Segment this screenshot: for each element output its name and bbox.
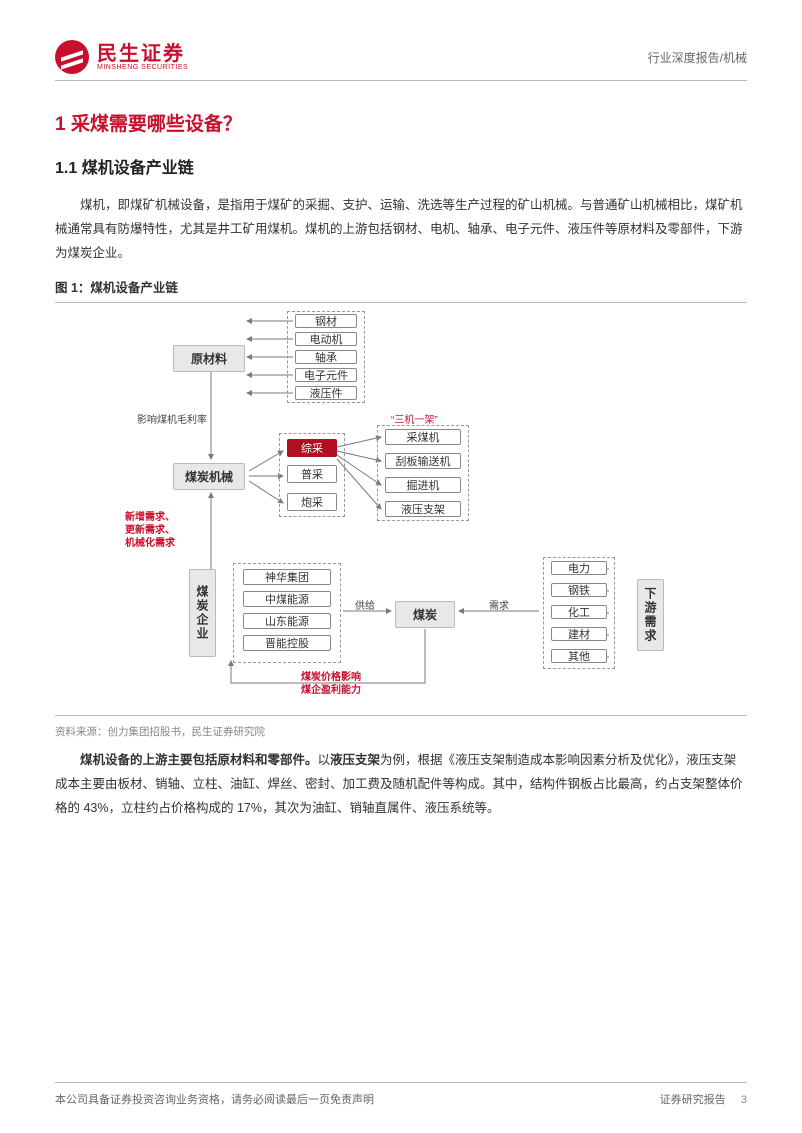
heading-2: 1.1 煤机设备产业链 (55, 154, 747, 178)
ann-price: 煤炭价格影响 煤企盈利能力 (301, 671, 361, 697)
brand-name-cn: 民生证券 (97, 44, 188, 64)
stage-mach: 煤炭机械 (173, 463, 245, 490)
logo-icon (55, 40, 89, 74)
stage-coal: 煤炭 (395, 601, 455, 628)
brand-name-en: MINSHENG SECURITIES (97, 64, 188, 71)
ann-demand-label: 需求 (489, 597, 509, 612)
page-header: 民生证券 MINSHENG SECURITIES 行业深度报告/机械 (55, 40, 747, 74)
heading-1: 1 采煤需要哪些设备？ (55, 109, 747, 136)
zongcai-item: 掘进机 (385, 477, 461, 493)
footer-rule (55, 1082, 747, 1083)
footer-right-label: 证券研究报告 (660, 1094, 726, 1106)
mach-type-zongcai: 综采 (287, 439, 337, 457)
stage-coal-co: 煤炭企业 (189, 569, 216, 657)
down-item: 电力 (551, 561, 607, 575)
paragraph-1: 煤机，即煤矿机械设备，是指用于煤矿的采掘、支护、运输、洗选等生产过程的矿山机械。… (55, 194, 747, 265)
page-number: 3 (741, 1094, 747, 1106)
mach-type-paocai: 炮采 (287, 493, 337, 511)
figure-diagram: 原材料 钢材 电动机 轴承 电子元件 液压件 影响煤机毛利率 煤炭机械 综采 普… (81, 311, 721, 711)
raw-item: 轴承 (295, 350, 357, 364)
brand-logo: 民生证券 MINSHENG SECURITIES (55, 40, 188, 74)
footer-disclaimer: 本公司具备证券投资咨询业务资格，请务必阅读最后一页免责声明 (55, 1091, 374, 1107)
down-item: 钢铁 (551, 583, 607, 597)
zongcai-item: 刮板输送机 (385, 453, 461, 469)
coal-co-item: 晋能控股 (243, 635, 331, 651)
page-footer: 本公司具备证券投资咨询业务资格，请务必阅读最后一页免责声明 证券研究报告 3 (0, 1082, 802, 1107)
down-item: 其他 (551, 649, 607, 663)
raw-item: 电子元件 (295, 368, 357, 382)
paragraph-2: 煤机设备的上游主要包括原材料和零部件。以液压支架为例，根据《液压支架制造成本影响… (55, 749, 747, 820)
figure-title: 图 1：煤机设备产业链 (55, 277, 747, 296)
down-item: 化工 (551, 605, 607, 619)
raw-item: 电动机 (295, 332, 357, 346)
figure-rule-bottom (55, 715, 747, 716)
figure-rule-top (55, 302, 747, 303)
coal-co-item: 神华集团 (243, 569, 331, 585)
coal-co-item: 中煤能源 (243, 591, 331, 607)
zongcai-item: 采煤机 (385, 429, 461, 445)
ann-margin: 影响煤机毛利率 (137, 411, 207, 426)
doc-classification: 行业深度报告/机械 (648, 49, 747, 66)
figure-source: 资料来源：创力集团招股书，民生证券研究院 (55, 724, 747, 739)
raw-item: 钢材 (295, 314, 357, 328)
header-rule (55, 80, 747, 81)
ann-supply: 供给 (355, 597, 375, 612)
down-item: 建材 (551, 627, 607, 641)
coal-co-item: 山东能源 (243, 613, 331, 629)
mach-type-pucai: 普采 (287, 465, 337, 483)
ann-demand: 新增需求、 更新需求、 机械化需求 (125, 511, 175, 550)
stage-downstream: 下游需求 (637, 579, 664, 651)
zongcai-tag: “三机一架” (391, 411, 438, 426)
stage-raw: 原材料 (173, 345, 245, 372)
zongcai-item: 液压支架 (385, 501, 461, 517)
raw-item: 液压件 (295, 386, 357, 400)
